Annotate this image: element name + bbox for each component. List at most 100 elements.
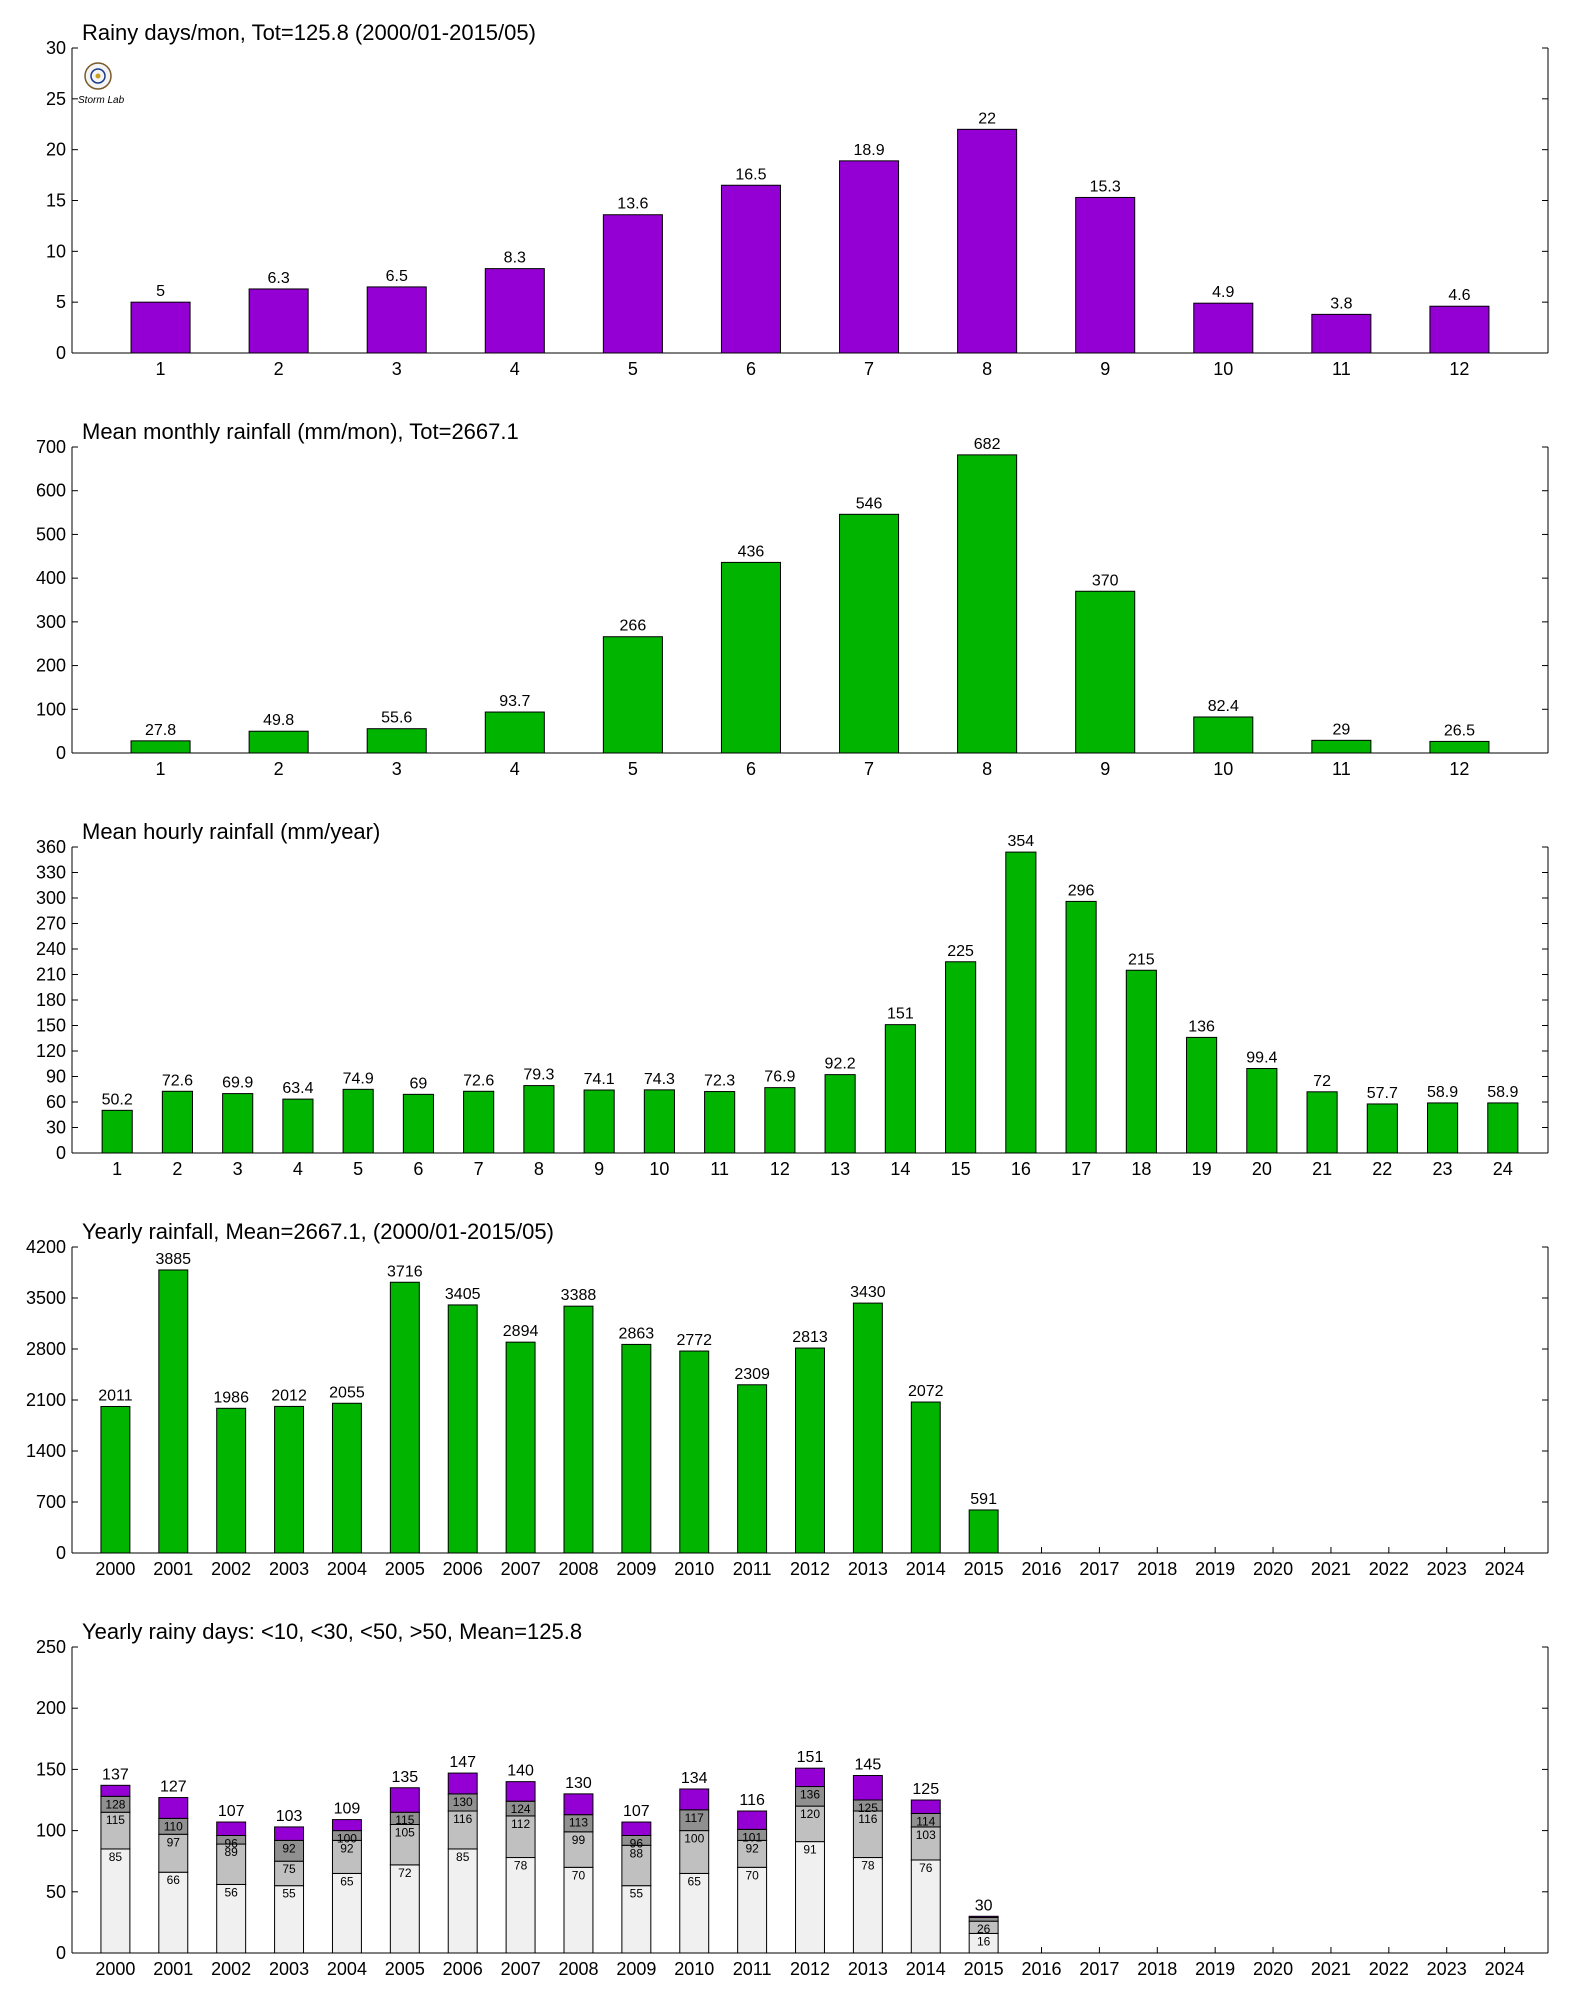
x-tick-label: 11 [1332, 759, 1351, 779]
bar [331, 1402, 362, 1554]
chart-title: Mean monthly rainfall (mm/mon), Tot=2667… [82, 419, 519, 444]
y-tick-label: 3500 [26, 1288, 66, 1308]
stack-segment-label: 92 [745, 1841, 759, 1855]
stack-segment-label: 85 [456, 1850, 470, 1864]
chart-title: Yearly rainfall, Mean=2667.1, (2000/01-2… [82, 1219, 554, 1244]
x-tick-label: 6 [746, 359, 756, 379]
x-tick-label: 2015 [964, 1959, 1004, 1979]
stack-segment-label: 96 [224, 1836, 238, 1850]
bar-value-label: 58.9 [1427, 1084, 1458, 1101]
x-tick-label: 2012 [790, 1959, 830, 1979]
bar-value-label: 591 [970, 1491, 997, 1508]
stack-total-label: 127 [160, 1779, 187, 1796]
x-tick-label: 2006 [443, 1959, 483, 1979]
x-tick-label: 2019 [1195, 1959, 1235, 1979]
x-tick-label: 2021 [1311, 1559, 1351, 1579]
bar-value-label: 74.1 [584, 1071, 615, 1088]
x-tick-label: 1 [112, 1159, 122, 1179]
stack-segment [679, 1788, 710, 1811]
bar-value-label: 6.3 [268, 270, 290, 287]
stack-total-label: 135 [391, 1769, 418, 1786]
bar-value-label: 29 [1332, 721, 1350, 738]
y-tick-label: 120 [36, 1041, 66, 1061]
bar-value-label: 1986 [213, 1389, 249, 1406]
stack-segment [737, 1866, 768, 1954]
stack-segment-label: 78 [861, 1859, 875, 1873]
stack-segment [621, 1844, 652, 1887]
bar [505, 1341, 536, 1554]
bar [216, 1407, 247, 1554]
y-tick-label: 180 [36, 990, 66, 1010]
x-tick-label: 5 [628, 759, 638, 779]
x-tick-label: 2 [274, 759, 284, 779]
bar-value-label: 266 [620, 618, 647, 635]
stack-segment-label: 70 [572, 1868, 586, 1882]
stack-segment-label: 97 [167, 1835, 181, 1849]
x-tick-label: 2007 [501, 1959, 541, 1979]
x-tick-label: 21 [1312, 1159, 1332, 1179]
bar-value-label: 13.6 [617, 196, 648, 213]
bar [910, 1401, 941, 1554]
x-tick-label: 12 [770, 1159, 790, 1179]
stack-segment [274, 1885, 305, 1954]
y-tick-label: 100 [36, 1821, 66, 1841]
bar [100, 1405, 131, 1554]
lab-seal-logo-icon: Storm Lab [78, 62, 125, 106]
bar [764, 1087, 796, 1154]
y-tick-label: 150 [36, 1016, 66, 1036]
bar-value-label: 72.6 [162, 1072, 193, 1089]
chart-panel-5: Yearly rainy days: <10, <30, <50, >50, M… [36, 1619, 1549, 1979]
stack-segment [158, 1871, 189, 1954]
bar-value-label: 2894 [503, 1323, 539, 1340]
x-tick-label: 2002 [211, 1559, 251, 1579]
x-tick-label: 8 [982, 759, 992, 779]
stack-segment-label: 120 [800, 1807, 820, 1821]
x-tick-label: 2011 [733, 1559, 772, 1579]
stack-segment-label: 103 [916, 1828, 936, 1842]
y-tick-label: 1400 [26, 1441, 66, 1461]
y-tick-label: 25 [46, 89, 66, 109]
x-tick-label: 2007 [501, 1559, 541, 1579]
bar-value-label: 436 [738, 543, 765, 560]
x-tick-label: 12 [1449, 759, 1469, 779]
x-tick-label: 23 [1433, 1159, 1453, 1179]
stack-segment [621, 1885, 652, 1954]
bar-value-label: 2012 [271, 1387, 307, 1404]
x-tick-label: 2019 [1195, 1559, 1235, 1579]
bar-value-label: 3716 [387, 1263, 423, 1280]
bar [968, 1509, 999, 1554]
bar [945, 961, 977, 1154]
stack-segment [795, 1841, 825, 1954]
stack-total-label: 137 [102, 1766, 129, 1783]
bar-value-label: 2055 [329, 1384, 365, 1401]
y-tick-label: 200 [36, 1698, 66, 1718]
bar [1311, 739, 1372, 754]
y-tick-label: 200 [36, 656, 66, 676]
bar [1193, 716, 1254, 754]
x-tick-label: 11 [710, 1159, 729, 1179]
bar [1311, 313, 1372, 354]
bar [130, 740, 191, 754]
x-tick-label: 1 [156, 759, 166, 779]
bar-value-label: 16.5 [735, 166, 766, 183]
x-tick-label: 12 [1449, 359, 1469, 379]
bar-value-label: 3.8 [1330, 295, 1352, 312]
bar-value-label: 99.4 [1246, 1050, 1277, 1067]
stack-segment-label: 55 [282, 1887, 296, 1901]
bar [839, 160, 900, 354]
x-tick-label: 10 [1213, 359, 1233, 379]
stack-segment-label: 76 [919, 1861, 933, 1875]
x-tick-label: 2004 [327, 1559, 367, 1579]
bar [1193, 302, 1254, 354]
stack-segment-label: 89 [224, 1845, 238, 1859]
x-tick-label: 10 [649, 1159, 669, 1179]
x-tick-label: 3 [392, 759, 402, 779]
y-tick-label: 240 [36, 939, 66, 959]
stack-segment-label: 125 [858, 1801, 878, 1815]
x-tick-label: 10 [1213, 759, 1233, 779]
stack-segment-label: 124 [511, 1802, 531, 1816]
stack-segment-label: 130 [453, 1795, 473, 1809]
bar-value-label: 2863 [619, 1325, 655, 1342]
bar [839, 513, 900, 754]
x-tick-label: 1 [156, 359, 166, 379]
